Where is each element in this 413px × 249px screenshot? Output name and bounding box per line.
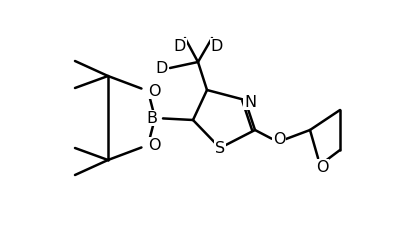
- Text: D: D: [174, 39, 186, 54]
- Text: D: D: [211, 39, 223, 54]
- Text: O: O: [316, 160, 328, 175]
- Text: N: N: [244, 95, 256, 110]
- Text: O: O: [148, 137, 160, 152]
- Text: O: O: [148, 83, 160, 99]
- Text: S: S: [215, 140, 225, 155]
- Text: D: D: [156, 61, 168, 75]
- Text: B: B: [147, 111, 157, 125]
- Text: O: O: [273, 131, 285, 146]
